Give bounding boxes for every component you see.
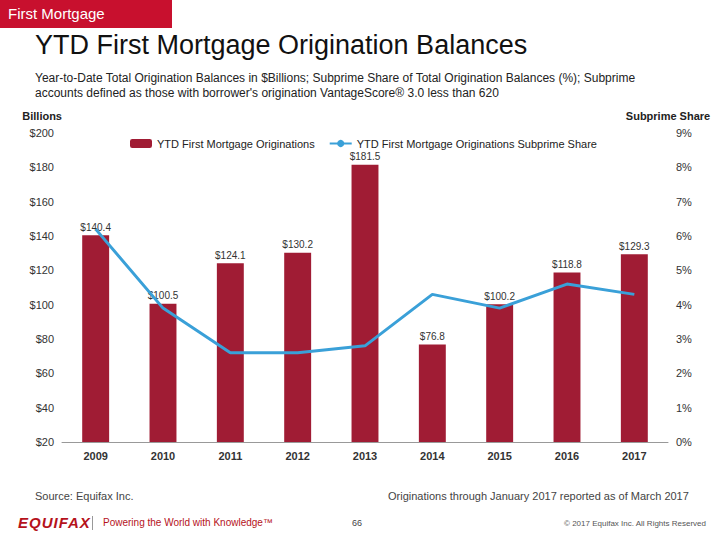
html-text:Year-to-Date Total Origination: Year-to-Date Total Origination Balances …: [35, 71, 636, 100]
svg-text:3%: 3%: [676, 333, 692, 345]
svg-text:2010: 2010: [151, 450, 175, 462]
svg-text:2016: 2016: [555, 450, 579, 462]
svg-text:1%: 1%: [676, 402, 692, 414]
svg-text:$100.2: $100.2: [484, 291, 515, 302]
svg-text:$140.4: $140.4: [80, 221, 111, 233]
svg-text:$60: $60: [36, 367, 54, 379]
svg-text:$181.5: $181.5: [350, 151, 381, 162]
svg-text:$129.3: $129.3: [619, 241, 650, 252]
svg-text:2015: 2015: [487, 450, 511, 462]
html-text:YTD First Mortgage Origination: YTD First Mortgage Origination Balances: [35, 30, 528, 60]
html-text:First Mortgage: First Mortgage: [8, 5, 105, 22]
svg-text:2013: 2013: [353, 450, 377, 462]
svg-text:5%: 5%: [676, 264, 692, 276]
svg-text:4%: 4%: [676, 299, 692, 311]
html-text:66: 66: [352, 518, 362, 528]
svg-text:$124.1: $124.1: [215, 250, 246, 261]
svg-text:2009: 2009: [83, 450, 107, 462]
svg-text:$160: $160: [30, 196, 54, 208]
svg-text:$80: $80: [36, 333, 54, 345]
svg-text:$20: $20: [36, 436, 54, 448]
svg-text:$100: $100: [30, 299, 54, 311]
svg-text:2017: 2017: [622, 450, 646, 462]
html-text:EQUIFAX: EQUIFAX: [18, 514, 91, 531]
svg-text:8%: 8%: [676, 161, 692, 173]
svg-text:9%: 9%: [676, 127, 692, 139]
svg-text:Billions: Billions: [22, 110, 62, 122]
svg-text:7%: 7%: [676, 196, 692, 208]
html-text:© 2017 Equifax Inc. All Rights: © 2017 Equifax Inc. All Rights Reserved: [564, 519, 706, 528]
svg-text:2012: 2012: [285, 450, 309, 462]
svg-text:$120: $120: [30, 264, 54, 276]
svg-text:2014: 2014: [420, 450, 445, 462]
svg-text:$140: $140: [30, 230, 54, 242]
html-text:Originations through January 2: Originations through January 2017 report…: [388, 490, 689, 502]
svg-text:$130.2: $130.2: [282, 239, 313, 250]
svg-text:$40: $40: [36, 402, 54, 414]
svg-text:2%: 2%: [676, 367, 692, 379]
html-text:Source: Equifax Inc.: Source: Equifax Inc.: [35, 490, 134, 502]
svg-text:6%: 6%: [676, 230, 692, 242]
svg-text:$100.5: $100.5: [147, 290, 179, 302]
svg-text:$180: $180: [30, 161, 54, 173]
svg-text:$118.8: $118.8: [552, 259, 582, 270]
html-text:Powering the World with Knowle: Powering the World with Knowledge™: [103, 517, 273, 528]
svg-text:0%: 0%: [676, 436, 692, 448]
svg-text:$200: $200: [30, 127, 54, 139]
svg-text:2011: 2011: [218, 450, 242, 462]
svg-text:YTD First Mortgage Origination: YTD First Mortgage Originations Subprime…: [357, 138, 597, 150]
svg-text:YTD First Mortgage Origination: YTD First Mortgage Originations: [157, 138, 315, 150]
svg-text:Subprime Share: Subprime Share: [626, 110, 710, 122]
svg-text:$76.8: $76.8: [420, 331, 445, 342]
